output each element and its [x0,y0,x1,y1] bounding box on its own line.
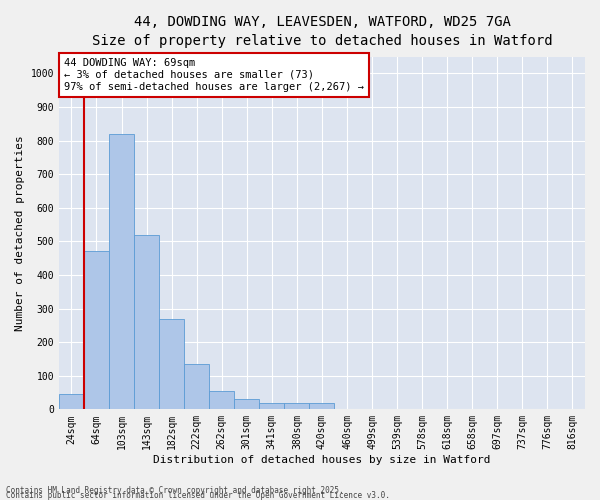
Bar [59,394,84,409]
Bar [310,402,334,409]
Text: Contains HM Land Registry data © Crown copyright and database right 2025.: Contains HM Land Registry data © Crown c… [6,486,344,495]
Bar [259,402,284,409]
Text: Contains public sector information licensed under the Open Government Licence v3: Contains public sector information licen… [6,491,390,500]
X-axis label: Distribution of detached houses by size in Watford: Distribution of detached houses by size … [153,455,491,465]
Bar [134,234,159,410]
Text: 44 DOWDING WAY: 69sqm
← 3% of detached houses are smaller (73)
97% of semi-detac: 44 DOWDING WAY: 69sqm ← 3% of detached h… [64,58,364,92]
Bar [209,391,234,409]
Bar [184,364,209,410]
Bar [284,402,310,409]
Bar [234,400,259,409]
Bar [159,318,184,410]
Bar [84,252,109,410]
Y-axis label: Number of detached properties: Number of detached properties [15,135,25,331]
Title: 44, DOWDING WAY, LEAVESDEN, WATFORD, WD25 7GA
Size of property relative to detac: 44, DOWDING WAY, LEAVESDEN, WATFORD, WD2… [92,15,552,48]
Bar [109,134,134,409]
